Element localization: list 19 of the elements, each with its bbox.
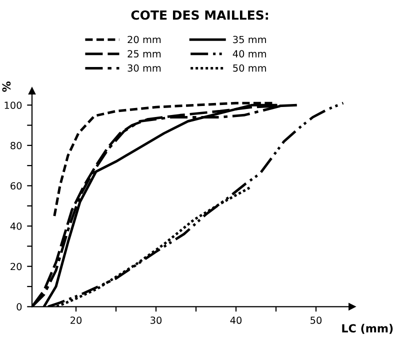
y-axis-title: % (2, 81, 11, 92)
x-tick-label: 40 (230, 316, 242, 324)
legend-label: 35 mm (233, 36, 266, 44)
chart-title: COTE DES MAILLES: (131, 10, 268, 20)
x-axis-title: LC (mm) (342, 324, 393, 334)
y-tick-label: 20 (10, 262, 22, 270)
legend-label: 40 mm (232, 50, 266, 58)
legend-label: 50 mm (233, 64, 266, 72)
x-tick-label: 50 (310, 316, 322, 324)
y-tick-label: 100 (4, 102, 22, 109)
y-tick-label: 40 (10, 222, 22, 230)
y-tick-label: 0 (16, 303, 22, 310)
x-tick-label: 20 (70, 316, 82, 324)
x-tick-label: 30 (150, 316, 162, 324)
y-tick-label: 80 (10, 142, 22, 150)
legend-label: 25 mm (128, 50, 161, 58)
y-tick-label: 60 (10, 182, 22, 190)
legend-label: 30 mm (128, 64, 161, 72)
legend-label: 20 mm (128, 36, 161, 44)
